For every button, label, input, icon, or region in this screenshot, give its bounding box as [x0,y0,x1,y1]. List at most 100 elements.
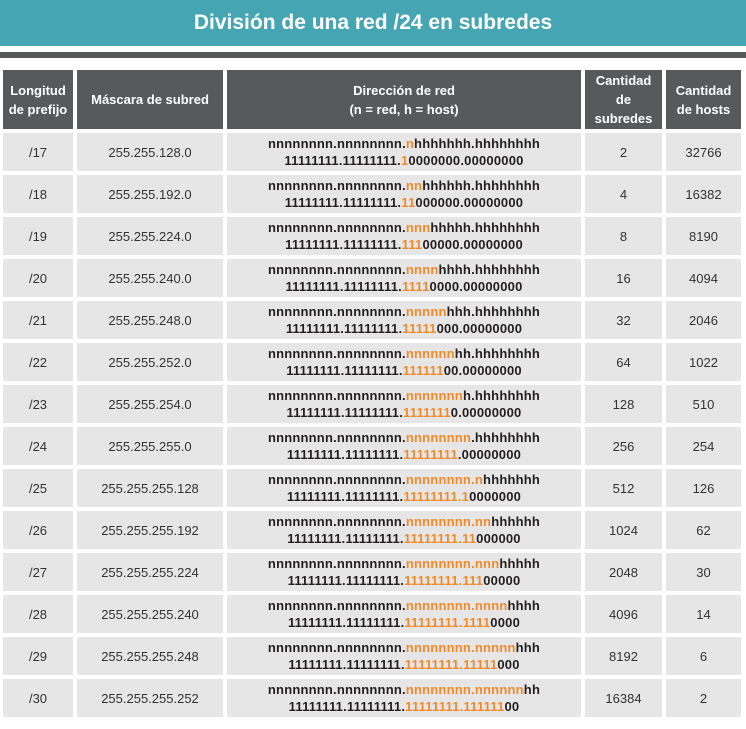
prefix-cell: /30 [3,679,73,717]
hosts-cell: 62 [666,511,741,549]
subnet-table: Longitud de prefijo Máscara de subred Di… [0,66,745,721]
network-address-cell: nnnnnnnn.nnnnnnnn.nnnnnnnn.nnhhhhhh 11111… [227,511,581,549]
mask-cell: 255.255.255.240 [77,595,223,633]
prefix-cell: /23 [3,385,73,423]
hosts-cell: 32766 [666,133,741,171]
bit-pattern-binary: 11111111.11111111.11111000.00000000 [285,321,523,336]
table-row: /17 255.255.128.0 nnnnnnnn.nnnnnnnn.nhhhhh… [3,133,741,171]
hosts-cell: 2046 [666,301,741,339]
bit-pattern-nh: nnnnnnnn.nnnnnnnn.nnnnnnnn.nnhhhhhh [267,514,541,529]
bit-pattern-nh: nnnnnnnn.nnnnnnnn.nhhhhhhh.hhhhhhhh [268,136,540,151]
hosts-cell: 4094 [666,259,741,297]
mask-cell: 255.255.128.0 [77,133,223,171]
table-row: /24 255.255.255.0 nnnnnnnn.nnnnnnnn.nnnnnn… [3,427,741,465]
mask-cell: 255.255.255.252 [77,679,223,717]
bit-pattern-binary: 11111111.11111111.11111111.00000000 [286,447,522,462]
hosts-cell: 1022 [666,343,741,381]
bit-pattern-binary: 11111111.11111111.11100000.00000000 [285,237,523,252]
prefix-cell: /25 [3,469,73,507]
mask-cell: 255.255.254.0 [77,385,223,423]
subnets-cell: 8192 [585,637,662,675]
bit-pattern-binary: 11111111.11111111.11111111.11111100 [288,699,520,714]
subnets-cell: 4096 [585,595,662,633]
network-address-cell: nnnnnnnn.nnnnnnnn.nnnnnnnn.hhhhhhhh 11111… [227,427,581,465]
bit-pattern-nh: nnnnnnnn.nnnnnnnn.nnnhhhhh.hhhhhhhh [267,220,540,235]
prefix-cell: /21 [3,301,73,339]
network-address-cell: nnnnnnnn.nnnnnnnn.nnhhhhhh.hhhhhhhh 11111… [227,175,581,213]
header-mask: Máscara de subred [77,70,223,129]
bit-pattern-binary: 11111111.11111111.11111100.00000000 [286,363,522,378]
bit-pattern-binary: 11111111.11111111.11111110.00000000 [286,405,522,420]
table-row: /18 255.255.192.0 nnnnnnnn.nnnnnnnn.nnhhhh… [3,175,741,213]
bit-pattern-binary: 11111111.11111111.11111111.11100000 [287,573,521,588]
prefix-cell: /24 [3,427,73,465]
table-row: /30 255.255.255.252 nnnnnnnn.nnnnnnnn.nnnn… [3,679,741,717]
prefix-cell: /22 [3,343,73,381]
subnets-cell: 16384 [585,679,662,717]
subnets-cell: 256 [585,427,662,465]
table-row: /26 255.255.255.192 nnnnnnnn.nnnnnnnn.nnnn… [3,511,741,549]
mask-cell: 255.255.252.0 [77,343,223,381]
bit-pattern-nh: nnnnnnnn.nnnnnnnn.nnnnnnnn.nnnhhhhh [267,556,541,571]
bit-pattern-binary: 11111111.11111111.11111111.11000000 [287,531,521,546]
network-address-cell: nnnnnnnn.nnnnnnnn.nhhhhhhh.hhhhhhhh 11111… [227,133,581,171]
bit-pattern-binary: 11111111.11111111.11000000.00000000 [284,195,524,210]
bit-pattern-nh: nnnnnnnn.nnnnnnnn.nnnnnnnn.nnnnhhhh [267,598,541,613]
network-address-cell: nnnnnnnn.nnnnnnnn.nnnnnnnn.nnnnhhhh 11111… [227,595,581,633]
mask-cell: 255.255.255.224 [77,553,223,591]
prefix-cell: /20 [3,259,73,297]
bit-pattern-nh: nnnnnnnn.nnnnnnnn.nnnnnnnn.nnnnnnhh [267,682,541,697]
bit-pattern-binary: 11111111.11111111.11111111.11110000 [287,615,521,630]
header-network-address: Dirección de red (n = red, h = host) [227,70,581,129]
prefix-cell: /27 [3,553,73,591]
divider [0,52,746,58]
network-address-cell: nnnnnnnn.nnnnnnnn.nnnnnnnn.nnnhhhhh 11111… [227,553,581,591]
subnets-cell: 32 [585,301,662,339]
subnets-cell: 2 [585,133,662,171]
header-network-address-legend: (n = red, h = host) [349,101,459,117]
hosts-cell: 16382 [666,175,741,213]
table-row: /20 255.255.240.0 nnnnnnnn.nnnnnnnn.nnnnhh… [3,259,741,297]
header-subnets: Cantidad de subredes [585,70,662,129]
table-row: /25 255.255.255.128 nnnnnnnn.nnnnnnnn.nnnn… [3,469,741,507]
mask-cell: 255.255.255.192 [77,511,223,549]
mask-cell: 255.255.255.0 [77,427,223,465]
table-row: /21 255.255.248.0 nnnnnnnn.nnnnnnnn.nnnnnh… [3,301,741,339]
network-address-cell: nnnnnnnn.nnnnnnnn.nnnnnhhh.hhhhhhhh 11111… [227,301,581,339]
bit-pattern-nh: nnnnnnnn.nnnnnnnn.nnnnnnnh.hhhhhhhh [267,388,541,403]
prefix-cell: /19 [3,217,73,255]
prefix-cell: /28 [3,595,73,633]
prefix-cell: /29 [3,637,73,675]
header-row: Longitud de prefijo Máscara de subred Di… [3,70,741,129]
table-row: /19 255.255.224.0 nnnnnnnn.nnnnnnnn.nnnhhh… [3,217,741,255]
network-address-cell: nnnnnnnn.nnnnnnnn.nnnnnnnh.hhhhhhhh 11111… [227,385,581,423]
network-address-cell: nnnnnnnn.nnnnnnnn.nnnnnnnn.nhhhhhhh 11111… [227,469,581,507]
network-address-cell: nnnnnnnn.nnnnnnnn.nnnnnnnn.nnnnnnhh 11111… [227,679,581,717]
mask-cell: 255.255.255.128 [77,469,223,507]
subnets-cell: 1024 [585,511,662,549]
hosts-cell: 14 [666,595,741,633]
table-row: /29 255.255.255.248 nnnnnnnn.nnnnnnnn.nnnn… [3,637,741,675]
hosts-cell: 510 [666,385,741,423]
hosts-cell: 2 [666,679,741,717]
hosts-cell: 254 [666,427,741,465]
table-row: /22 255.255.252.0 nnnnnnnn.nnnnnnnn.nnnnnn… [3,343,741,381]
title-banner: División de una red /24 en subredes [0,0,746,46]
network-address-cell: nnnnnnnn.nnnnnnnn.nnnnnnnn.nnnnnhhh 11111… [227,637,581,675]
hosts-cell: 8190 [666,217,741,255]
mask-cell: 255.255.224.0 [77,217,223,255]
bit-pattern-binary: 11111111.11111111.11110000.00000000 [285,279,523,294]
bit-pattern-nh: nnnnnnnn.nnnnnnnn.nnhhhhhh.hhhhhhhh [268,178,540,193]
bit-pattern-nh: nnnnnnnn.nnnnnnnn.nnnnnnnn.hhhhhhhh [267,430,541,445]
header-prefix: Longitud de prefijo [3,70,73,129]
bit-pattern-binary: 11111111.11111111.11111111.10000000 [286,489,522,504]
network-address-cell: nnnnnnnn.nnnnnnnn.nnnhhhhh.hhhhhhhh 11111… [227,217,581,255]
subnets-cell: 2048 [585,553,662,591]
subnets-cell: 4 [585,175,662,213]
bit-pattern-nh: nnnnnnnn.nnnnnnnn.nnnnnnnn.nnnnnhhh [267,640,541,655]
prefix-cell: /26 [3,511,73,549]
table-row: /28 255.255.255.240 nnnnnnnn.nnnnnnnn.nnnn… [3,595,741,633]
mask-cell: 255.255.192.0 [77,175,223,213]
hosts-cell: 126 [666,469,741,507]
subnets-cell: 8 [585,217,662,255]
